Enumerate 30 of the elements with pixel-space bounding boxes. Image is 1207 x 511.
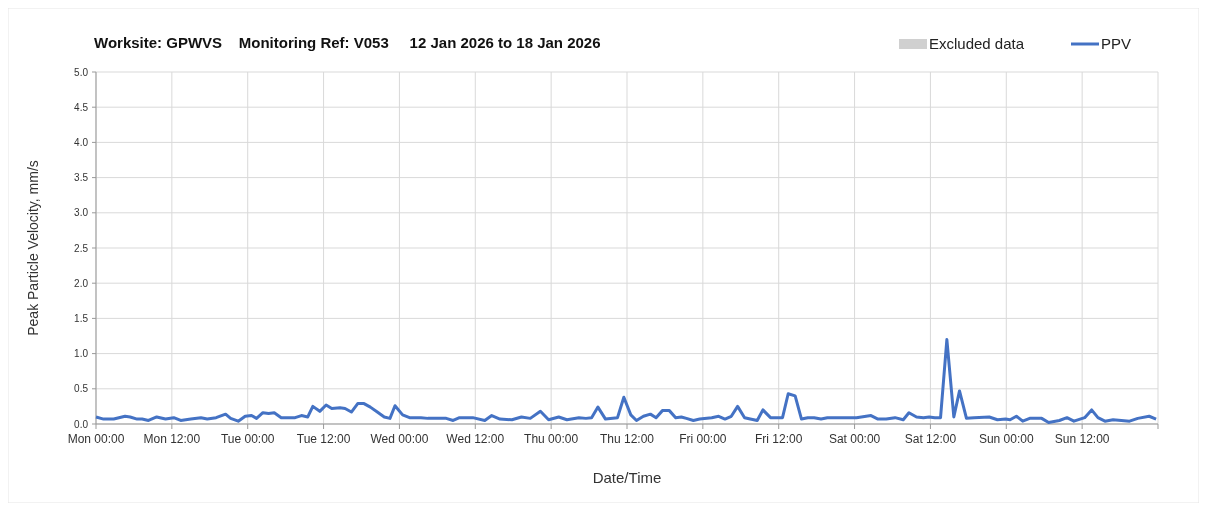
x-tick-label: Thu 00:00	[524, 432, 579, 446]
y-tick-label: 1.0	[74, 348, 89, 360]
x-tick-label: Tue 00:00	[220, 432, 275, 446]
legend-label: Excluded data	[929, 35, 1025, 52]
x-tick-label: Sun 00:00	[978, 432, 1034, 446]
x-axis-title: Date/Time	[592, 469, 662, 486]
y-tick-label: 1.5	[74, 312, 89, 324]
y-tick-label: 4.5	[74, 101, 89, 113]
chart-title: Worksite: GPWVS Monitoring Ref: V053 12 Jan 2026 to 18 Jan 2026	[94, 34, 601, 51]
y-tick-label: 2.0	[74, 277, 89, 289]
y-axis-title: Peak Particle Velocity, mm/s	[25, 160, 41, 336]
y-tick-label: 0.0	[74, 418, 89, 430]
y-tick-label: 0.5	[74, 383, 89, 395]
x-tick-label: Sun 12:00	[1054, 432, 1110, 446]
x-tick-label: Sat 12:00	[904, 432, 957, 446]
y-tick-label: 4.0	[74, 136, 89, 148]
legend-label: PPV	[1101, 35, 1132, 52]
x-tick-label: Wed 12:00	[446, 432, 505, 446]
x-tick-label: Tue 12:00	[296, 432, 351, 446]
x-tick-label: Wed 00:00	[370, 432, 429, 446]
y-tick-label: 3.5	[74, 172, 89, 184]
y-tick-label: 3.0	[74, 207, 89, 219]
y-tick-label: 5.0	[74, 66, 89, 78]
x-tick-label: Thu 12:00	[599, 432, 655, 446]
x-tick-label: Fri 12:00	[755, 432, 803, 446]
y-tick-label: 2.5	[74, 242, 89, 254]
x-tick-label: Mon 12:00	[143, 432, 201, 446]
x-tick-label: Fri 00:00	[679, 432, 727, 446]
x-tick-label: Sat 00:00	[828, 432, 881, 446]
x-tick-label: Mon 00:00	[67, 432, 125, 446]
